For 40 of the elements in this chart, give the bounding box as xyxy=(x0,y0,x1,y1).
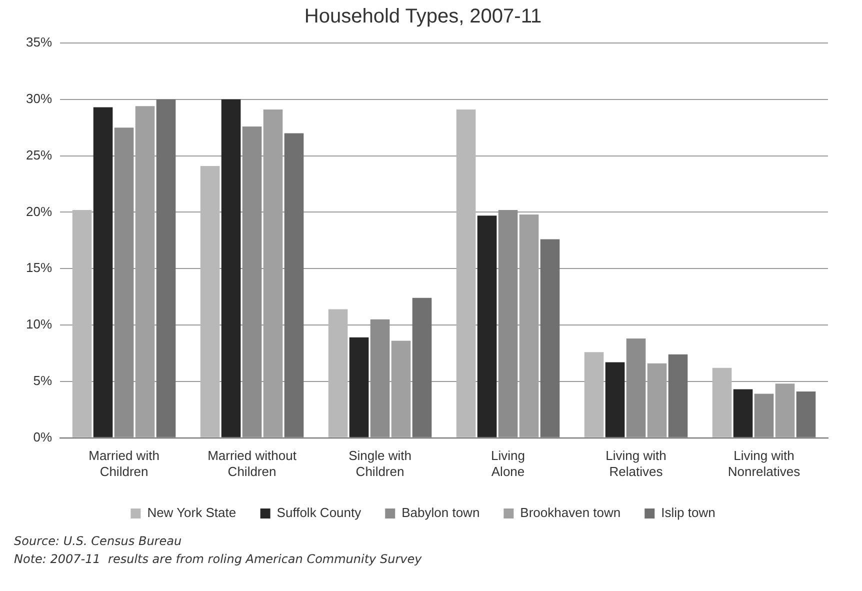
bar xyxy=(200,166,220,438)
source-note: Source: U.S. Census Bureau xyxy=(14,533,183,550)
y-tick-label: 20% xyxy=(26,204,52,219)
bar xyxy=(349,337,369,438)
bar xyxy=(221,99,241,438)
bar xyxy=(712,368,732,438)
bar xyxy=(498,210,518,438)
y-tick-label: 35% xyxy=(26,34,52,50)
y-tick-label: 30% xyxy=(26,90,52,106)
bar xyxy=(370,319,390,438)
bar xyxy=(93,107,113,438)
bar xyxy=(328,309,348,438)
y-tick-label: 25% xyxy=(26,147,52,162)
bar xyxy=(754,394,774,438)
bar xyxy=(626,338,646,438)
x-tick-label: Married without Children xyxy=(208,448,297,479)
y-tick-label: 15% xyxy=(26,260,52,276)
x-tick-label: Living with Nonrelatives xyxy=(728,448,801,479)
legend-label: Brookhaven town xyxy=(520,505,621,520)
y-tick-label: 10% xyxy=(26,316,52,332)
text: Note: 2007-11 results are from roling American Community Survey xyxy=(14,551,422,568)
x-tick-label: Married with Children xyxy=(88,448,160,479)
y-tick-label: 0% xyxy=(33,429,52,444)
x-tick-label: Living Alone xyxy=(491,448,525,479)
y-tick-label: 5% xyxy=(33,372,52,388)
bar xyxy=(456,110,476,438)
bar xyxy=(242,126,262,438)
bar xyxy=(605,362,625,438)
x-tick-label: Living with Relatives xyxy=(606,448,666,479)
legend-label: New York State xyxy=(147,505,236,520)
bar xyxy=(477,216,497,438)
legend-label: Suffolk County xyxy=(276,505,362,520)
bar xyxy=(114,128,134,438)
bar xyxy=(584,352,604,438)
chart-title: Household Types, 2007-11 xyxy=(304,6,542,28)
x-tick-label: Single with Children xyxy=(348,448,412,479)
bar xyxy=(733,389,753,438)
bar xyxy=(72,210,92,438)
legend-label: Babylon town xyxy=(402,505,480,520)
legend-label: Islip town xyxy=(661,505,716,520)
